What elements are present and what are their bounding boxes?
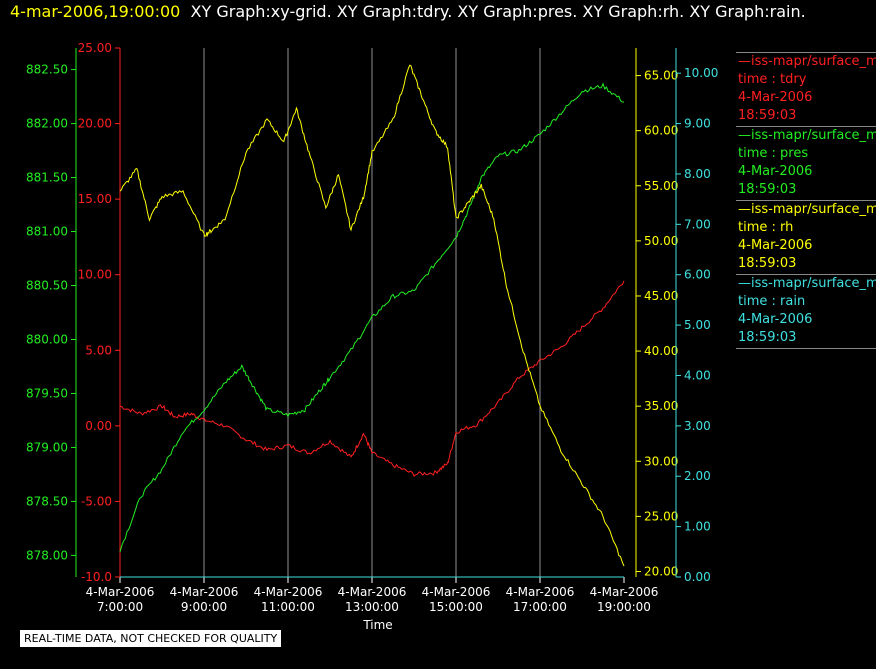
pres-tick-label: 882.50	[26, 63, 68, 77]
pres-tick-label: 881.50	[26, 171, 68, 185]
x-tick-label-time: 13:00:00	[345, 600, 399, 614]
title-bar: 4-mar-2006,19:00:00 XY Graph:xy-grid. XY…	[0, 2, 806, 24]
tdry-tick-label: 0.00	[85, 419, 112, 433]
rain-tick-label: 10.00	[684, 66, 718, 80]
rh-tick-label: 45.00	[644, 289, 678, 303]
rain-tick-label: 9.00	[684, 117, 711, 131]
rain-tick-label: 3.00	[684, 419, 711, 433]
pres-series-line	[119, 82, 624, 553]
disclaimer-label: REAL-TIME DATA, NOT CHECKED FOR QUALITY	[20, 630, 282, 647]
pres-tick-label: 880.00	[26, 332, 68, 346]
x-tick-label-time: 9:00:00	[181, 600, 227, 614]
legend-field: time : pres	[738, 146, 809, 161]
tdry-series-line	[119, 280, 625, 477]
tdry-tick-label: 20.00	[78, 117, 112, 131]
rain-tick-label: 1.00	[684, 520, 711, 534]
legend-time: 18:59:03	[738, 330, 797, 345]
legend-date: 4-Mar-2006	[738, 164, 813, 179]
x-tick-label-time: 15:00:00	[429, 600, 483, 614]
x-tick-label-date: 4-Mar-2006	[422, 585, 491, 599]
legend-field: time : rain	[738, 294, 806, 309]
timestamp-label: 4-mar-2006,19:00:00	[10, 2, 181, 21]
pres-tick-label: 881.00	[26, 225, 68, 239]
x-axis-label: Time	[362, 618, 392, 632]
legend-field: time : rh	[738, 220, 794, 235]
tdry-tick-label: 25.00	[78, 41, 112, 55]
rh-series-line	[119, 64, 625, 567]
rain-tick-label: 6.00	[684, 268, 711, 282]
legend-field: time : tdry	[738, 72, 807, 87]
rain-tick-label: 7.00	[684, 217, 711, 231]
rh-tick-label: 20.00	[644, 564, 678, 578]
x-tick-label-date: 4-Mar-2006	[506, 585, 575, 599]
tdry-tick-label: -5.00	[81, 494, 112, 508]
rain-tick-label: 0.00	[684, 570, 711, 584]
legend-date: 4-Mar-2006	[738, 238, 813, 253]
rh-tick-label: 50.00	[644, 234, 678, 248]
legend: —iss-mapr/surface_m time : tdry 4-Mar-2006…	[736, 52, 876, 349]
legend-time: 18:59:03	[738, 256, 797, 271]
x-tick-label-date: 4-Mar-2006	[338, 585, 407, 599]
pres-tick-label: 879.50	[26, 386, 68, 400]
rain-tick-label: 4.00	[684, 368, 711, 382]
legend-time: 18:59:03	[738, 108, 797, 123]
pres-tick-label: 878.00	[26, 548, 68, 562]
legend-name: —iss-mapr/surface_m	[738, 276, 876, 291]
pres-tick-label: 878.50	[26, 494, 68, 508]
x-tick-label-time: 19:00:00	[597, 600, 651, 614]
tdry-tick-label: 5.00	[85, 343, 112, 357]
rh-tick-label: 65.00	[644, 69, 678, 83]
pres-tick-label: 882.00	[26, 117, 68, 131]
rh-tick-label: 30.00	[644, 454, 678, 468]
rh-tick-label: 35.00	[644, 399, 678, 413]
x-tick-label-time: 11:00:00	[261, 600, 315, 614]
pres-tick-label: 880.50	[26, 279, 68, 293]
rh-tick-label: 60.00	[644, 124, 678, 138]
rain-tick-label: 5.00	[684, 318, 711, 332]
legend-time: 18:59:03	[738, 182, 797, 197]
rh-tick-label: 40.00	[644, 344, 678, 358]
pres-tick-label: 879.00	[26, 440, 68, 454]
legend-date: 4-Mar-2006	[738, 90, 813, 105]
legend-date: 4-Mar-2006	[738, 312, 813, 327]
tdry-tick-label: -10.0	[81, 570, 112, 584]
x-tick-label-date: 4-Mar-2006	[170, 585, 239, 599]
graph-list-label: XY Graph:xy-grid. XY Graph:tdry. XY Grap…	[190, 2, 806, 21]
x-tick-label-date: 4-Mar-2006	[86, 585, 155, 599]
legend-name: —iss-mapr/surface_m	[738, 202, 876, 217]
legend-name: —iss-mapr/surface_m	[738, 54, 876, 69]
rain-tick-label: 2.00	[684, 469, 711, 483]
tdry-tick-label: 15.00	[78, 192, 112, 206]
rain-tick-label: 8.00	[684, 167, 711, 181]
rh-tick-label: 25.00	[644, 509, 678, 523]
x-tick-label-time: 17:00:00	[513, 600, 567, 614]
x-tick-label-date: 4-Mar-2006	[590, 585, 659, 599]
legend-name: —iss-mapr/surface_m	[738, 128, 876, 143]
rh-tick-label: 55.00	[644, 179, 678, 193]
tdry-tick-label: 10.00	[78, 268, 112, 282]
x-tick-label-time: 7:00:00	[97, 600, 143, 614]
x-tick-label-date: 4-Mar-2006	[254, 585, 323, 599]
